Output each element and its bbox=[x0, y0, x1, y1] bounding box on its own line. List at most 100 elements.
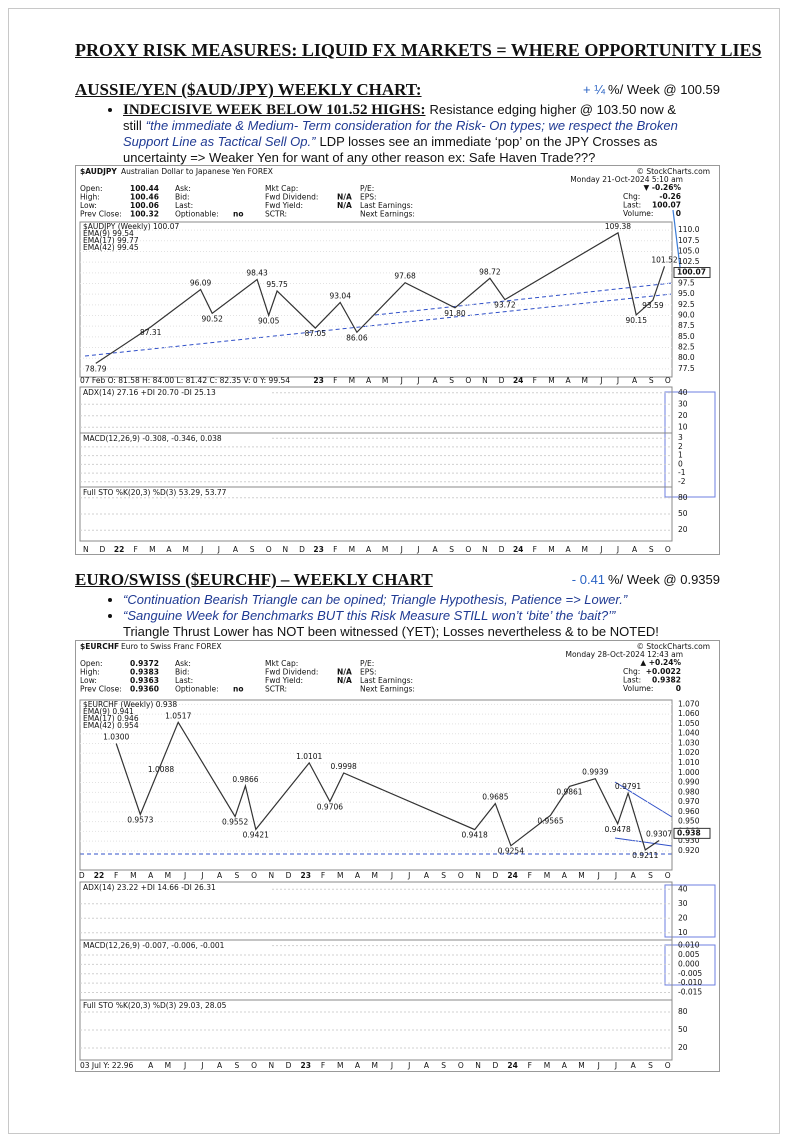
swing-label: 0.9565 bbox=[537, 816, 563, 825]
x-tick-label: D bbox=[100, 545, 106, 554]
x-tick-label: S bbox=[449, 376, 454, 385]
x-tick-label: J bbox=[183, 871, 186, 880]
x-tick-label: J bbox=[597, 1061, 600, 1070]
swing-label: 101.52 bbox=[651, 255, 677, 264]
y-tick-label: 0.010 bbox=[678, 941, 700, 950]
x-tick-label: F bbox=[528, 871, 532, 880]
info-value: N/A bbox=[337, 668, 352, 677]
x-tick-label: M bbox=[371, 871, 377, 880]
x-tick-label: J bbox=[200, 545, 203, 554]
x-tick-label: A bbox=[148, 871, 154, 880]
y-tick-label: 85.0 bbox=[678, 332, 695, 341]
info-label: Volume: bbox=[623, 209, 653, 218]
x-tick-label: A bbox=[366, 545, 372, 554]
info-label: Volume: bbox=[623, 684, 653, 693]
legend-entry: EMA(17) 99.77 bbox=[83, 236, 139, 245]
info-label: P/E: bbox=[360, 659, 374, 668]
x-tick-label: M bbox=[578, 1061, 584, 1070]
last-price-box bbox=[673, 827, 711, 839]
annotation-box bbox=[664, 884, 716, 938]
x-tick-label: D bbox=[492, 871, 498, 880]
ohlc-strip: 07 Feb O: 81.58 H: 84.00 L: 81.42 C: 82.… bbox=[80, 376, 290, 385]
swing-label: 98.72 bbox=[479, 267, 501, 276]
info-label: SCTR: bbox=[265, 210, 287, 219]
change-part: %/ Week @ 0.9359 bbox=[608, 572, 720, 587]
swing-label: 0.9211 bbox=[632, 851, 658, 860]
x-tick-label: 23 bbox=[301, 1061, 311, 1070]
change-part: + ¼ bbox=[582, 82, 606, 97]
x-tick-label: M bbox=[182, 545, 188, 554]
week-change: + ¼ %/ Week @ 100.59 bbox=[583, 82, 720, 97]
bullet-text: “Sanguine Week for Benchmarks BUT this R… bbox=[123, 608, 616, 623]
info-label: Optionable: bbox=[175, 685, 219, 694]
bullet-text: Resistance edging higher @ 103.50 now & … bbox=[123, 102, 677, 133]
x-tick-label: O bbox=[458, 1061, 464, 1070]
legend-entry: EMA(9) 0.941 bbox=[83, 707, 134, 716]
y-tick-label: 10 bbox=[678, 928, 688, 937]
x-tick-label: A bbox=[432, 376, 438, 385]
page-border bbox=[8, 8, 780, 1134]
x-tick-label: M bbox=[149, 545, 155, 554]
heading-text: EURO/SWISS ($EURCHF) – WEEKLY CHART bbox=[75, 570, 433, 589]
y-tick-label: -0.005 bbox=[678, 969, 702, 978]
info-value: 0.9372 bbox=[130, 659, 159, 668]
y-tick-label: 110.0 bbox=[678, 225, 700, 234]
y-tick-label: 1.060 bbox=[678, 709, 700, 718]
x-tick-label: M bbox=[371, 1061, 377, 1070]
info-label: Chg: bbox=[623, 667, 640, 676]
x-tick-label: J bbox=[407, 871, 410, 880]
x-tick-label: F bbox=[533, 545, 537, 554]
symbol: $EURCHF bbox=[80, 642, 119, 651]
info-value: 0.9360 bbox=[130, 685, 159, 694]
swing-label: 0.9254 bbox=[498, 847, 524, 856]
x-tick-label: N bbox=[268, 1061, 274, 1070]
swing-label: 1.0300 bbox=[103, 732, 129, 741]
quote-change: ▼ -0.26% bbox=[643, 183, 681, 192]
price-panel bbox=[79, 221, 673, 378]
x-tick-label: A bbox=[432, 545, 438, 554]
x-tick-label: D bbox=[79, 871, 85, 880]
y-tick-label: 3 bbox=[678, 433, 683, 442]
x-tick-label: S bbox=[250, 545, 255, 554]
info-value: N/A bbox=[337, 201, 352, 210]
y-tick-label: 0.950 bbox=[678, 817, 700, 826]
info-label: Last: bbox=[175, 201, 193, 210]
swing-label: 0.9421 bbox=[243, 830, 269, 839]
x-tick-label: A bbox=[562, 1061, 568, 1070]
info-label: Next Earnings: bbox=[360, 685, 415, 694]
x-tick-label: M bbox=[544, 1061, 550, 1070]
x-tick-label: D bbox=[499, 545, 505, 554]
bullet-text: “Continuation Bearish Triangle can be op… bbox=[123, 592, 628, 607]
x-tick-label: O bbox=[251, 1061, 257, 1070]
x-tick-label: J bbox=[599, 376, 602, 385]
x-tick-label: M bbox=[548, 376, 554, 385]
x-tick-label: F bbox=[333, 545, 337, 554]
section: AUSSIE/YEN ($AUD/JPY) WEEKLY CHART: + ¼ %/… bbox=[75, 80, 720, 166]
last-price-label: 100.07 bbox=[677, 268, 706, 277]
x-tick-label: J bbox=[390, 1061, 393, 1070]
info-label: High: bbox=[80, 193, 100, 202]
info-label: Open: bbox=[80, 184, 103, 193]
change-part: %/ Week @ 100.59 bbox=[608, 82, 720, 97]
swing-label: 0.9998 bbox=[331, 762, 357, 771]
x-tick-label: O bbox=[665, 545, 671, 554]
legend-entry: EMA(9) 99.54 bbox=[83, 229, 134, 238]
y-tick-label: -1 bbox=[678, 468, 686, 477]
swing-label: 0.9685 bbox=[482, 793, 508, 802]
info-value: no bbox=[233, 685, 244, 694]
info-value: -0.26 bbox=[659, 192, 681, 201]
swing-label: 0.9861 bbox=[556, 787, 582, 796]
x-tick-label: J bbox=[400, 545, 403, 554]
x-tick-label: S bbox=[649, 376, 654, 385]
y-tick-label: 107.5 bbox=[678, 236, 700, 245]
x-tick-label: J bbox=[616, 545, 619, 554]
swing-label: 96.09 bbox=[190, 279, 212, 288]
info-label: Prev Close: bbox=[80, 685, 122, 694]
x-tick-label: J bbox=[200, 1061, 203, 1070]
y-tick-label: -2 bbox=[678, 477, 686, 486]
section-heading: AUSSIE/YEN ($AUD/JPY) WEEKLY CHART: + ¼ %/… bbox=[75, 80, 720, 100]
annotation-box bbox=[664, 944, 716, 986]
bullet-text: “the immediate & Medium- Term considerat… bbox=[123, 118, 678, 149]
x-tick-label: M bbox=[548, 545, 554, 554]
swing-label: 1.0088 bbox=[148, 765, 174, 774]
